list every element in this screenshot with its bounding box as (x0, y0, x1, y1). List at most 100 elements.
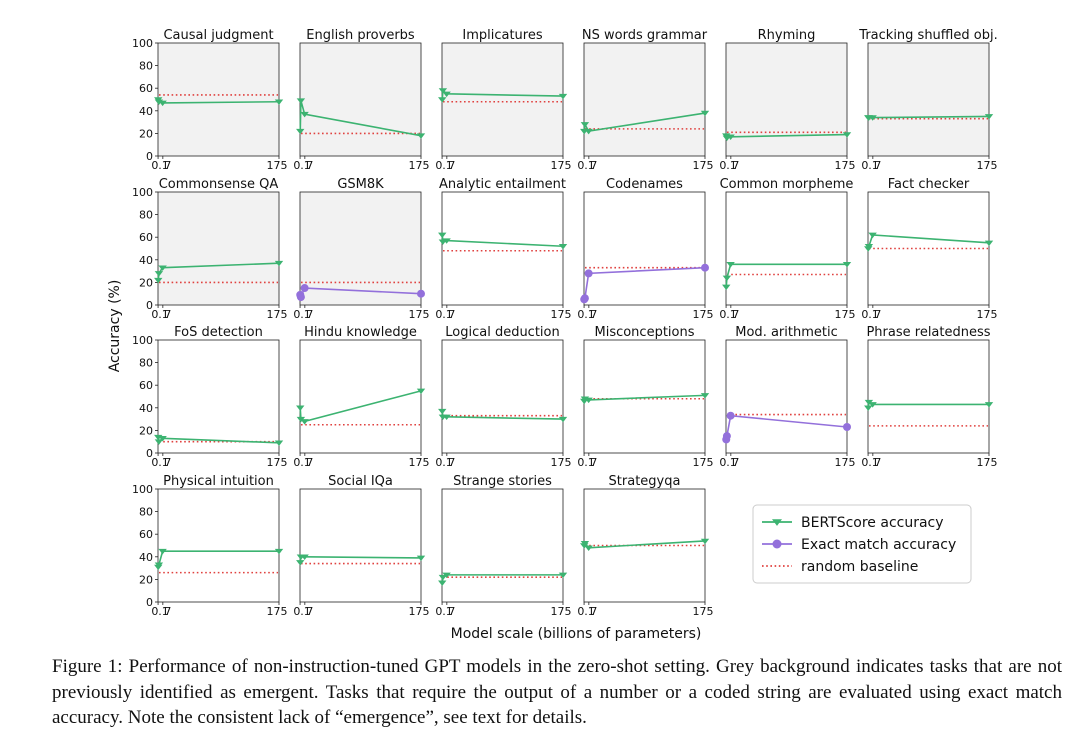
x-tick-label: 7 (164, 308, 171, 321)
panel-frame (441, 488, 564, 603)
bertscore-point (442, 572, 451, 579)
x-tick-label: 0.1 (151, 159, 169, 172)
x-tick-label: 0.1 (293, 159, 311, 172)
x-tick-label: 0.1 (577, 456, 595, 469)
bertscore-point (580, 543, 589, 549)
y-tick-label: 60 (139, 82, 153, 95)
bertscore-point (296, 98, 306, 104)
bertscore-series-line (583, 112, 706, 133)
panel-title: Mod. arithmetic (735, 325, 837, 340)
x-tick-label: 0.1 (151, 308, 169, 321)
legend-label: BERTScore accuracy (801, 515, 944, 531)
y-tick-label: 0 (146, 150, 153, 163)
bertscore-point (700, 538, 710, 545)
panel-2: English proverbs 0.17 175 (293, 28, 429, 172)
panel-7: Commonsense QA 0 20 40 60 80 100 0.17 175 (132, 177, 288, 321)
bertscore-point (300, 554, 309, 561)
panel-title: Phrase relatedness (866, 325, 990, 340)
bertscore-point (438, 574, 448, 581)
x-tick-label: 175 (267, 308, 288, 321)
x-tick-label: 0.1 (293, 308, 311, 321)
panel-18: Phrase relatedness 0.17 175 (861, 325, 997, 469)
panel-frame (583, 191, 706, 306)
x-tick-label: 7 (306, 159, 313, 172)
x-tick-label: 0.1 (577, 159, 595, 172)
panel-title: Tracking shuffled obj. (858, 28, 997, 43)
x-tick-label: 175 (693, 159, 714, 172)
panel-frame (299, 42, 422, 157)
panel-title: Social IQa (328, 474, 393, 489)
bertscore-series-line (725, 263, 847, 287)
panel-9: Analytic entailment 0.17 175 (435, 177, 571, 321)
legend-marker (772, 519, 782, 526)
y-tick-label: 100 (132, 483, 153, 496)
panel-22: Strategyqa 0.17 175 (577, 474, 713, 618)
x-tick-label: 7 (874, 308, 881, 321)
panel-title: Common morpheme (720, 177, 854, 192)
exact-match-point (580, 294, 589, 303)
panel-frame (725, 191, 848, 306)
x-tick-label: 7 (448, 456, 455, 469)
bertscore-point (442, 238, 451, 244)
exact-match-point (701, 263, 709, 272)
bertscore-point (416, 555, 426, 562)
x-tick-label: 0.1 (577, 308, 595, 321)
bertscore-point (580, 398, 589, 405)
legend-label: Exact match accuracy (801, 537, 956, 553)
y-tick-label: 80 (139, 209, 153, 222)
exact-match-point (300, 284, 309, 293)
y-tick-label: 40 (139, 551, 153, 564)
bertscore-point (726, 262, 735, 268)
bertscore-point (584, 128, 593, 135)
x-tick-label: 7 (590, 605, 597, 618)
bertscore-point (158, 436, 167, 442)
panel-title: Fact checker (888, 177, 970, 192)
x-tick-label: 175 (835, 456, 856, 469)
panel-3: Implicatures 0.17 175 (435, 28, 571, 172)
panel-13: FoS detection 0 20 40 60 80 100 0.17 175 (132, 325, 288, 469)
bertscore-point (416, 133, 426, 139)
panel-16: Misconceptions 0.17 175 (577, 325, 713, 469)
y-tick-label: 0 (146, 447, 153, 460)
x-tick-label: 0.1 (435, 456, 453, 469)
panel-12: Fact checker 0.17 175 (861, 177, 997, 321)
panel-title: Misconceptions (594, 325, 694, 340)
panel-frame (441, 42, 564, 157)
bertscore-point (580, 122, 590, 128)
bertscore-point (984, 114, 994, 120)
x-tick-label: 7 (732, 456, 739, 469)
x-tick-label: 0.1 (577, 605, 595, 618)
bertscore-point (700, 393, 710, 399)
x-tick-label: 7 (874, 159, 881, 172)
bertscore-point (154, 271, 164, 277)
x-tick-label: 175 (409, 159, 430, 172)
x-tick-label: 175 (693, 456, 714, 469)
x-tick-label: 0.1 (435, 605, 453, 618)
y-tick-label: 0 (146, 596, 153, 609)
panel-title: Strange stories (453, 474, 552, 489)
x-tick-label: 175 (693, 605, 714, 618)
x-tick-label: 7 (732, 308, 739, 321)
y-tick-label: 20 (139, 276, 153, 289)
panel-title: Logical deduction (445, 325, 559, 340)
x-tick-label: 0.1 (719, 456, 737, 469)
panel-frame (299, 488, 422, 603)
panel-6: Tracking shuffled obj. 0.17 175 (858, 28, 997, 172)
x-tick-label: 175 (835, 308, 856, 321)
y-tick-label: 80 (139, 60, 153, 73)
y-tick-label: 60 (139, 379, 153, 392)
panel-1: Causal judgment 0 20 40 60 80 100 0.17 175 (132, 28, 288, 172)
x-tick-label: 7 (590, 308, 597, 321)
figure-caption: Figure 1: Performance of non-instruction… (52, 656, 1062, 728)
panel-frame (583, 42, 706, 157)
panel-20: Social IQa 0.17 175 (293, 474, 429, 618)
y-tick-label: 40 (139, 254, 153, 267)
bertscore-point (442, 414, 451, 421)
panel-14: Hindu knowledge 0.17 175 (293, 325, 429, 469)
panel-title: Rhyming (758, 28, 816, 43)
panel-frame (725, 339, 848, 454)
panel-title: English proverbs (306, 28, 415, 43)
x-tick-label: 175 (551, 456, 572, 469)
panel-title: Causal judgment (163, 28, 273, 43)
bertscore-point (868, 115, 877, 121)
